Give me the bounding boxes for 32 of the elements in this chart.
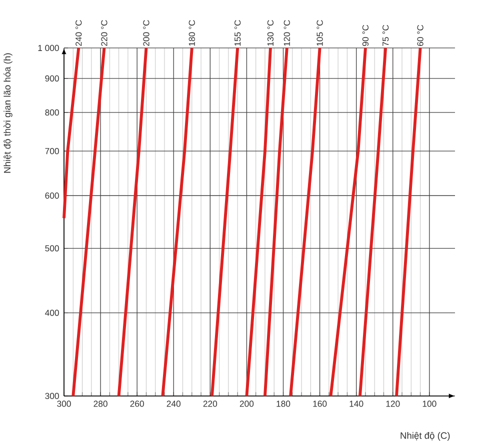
x-axis-title: Nhiệt độ (C) (400, 432, 450, 441)
y-tick-label: 900 (45, 75, 59, 82)
y-tick-label: 800 (45, 109, 59, 116)
x-tick-label: 160 (313, 400, 327, 407)
x-tick-label: 100 (422, 400, 436, 407)
text: 180 °C (188, 20, 195, 46)
x-tick-label: 220 (203, 400, 218, 407)
text: 90 °C (362, 24, 369, 46)
x-tick-label: 240 (166, 400, 181, 407)
text: 240 °C (76, 20, 82, 46)
y-tick-label: 600 (45, 192, 59, 199)
text: 155 °C (234, 20, 241, 46)
x-tick-label: 180 (276, 400, 290, 407)
y-tick-label: 700 (45, 148, 59, 154)
text: 200 °C (143, 20, 150, 46)
text: 130 °C (267, 20, 274, 46)
x-tick-label: 120 (386, 400, 400, 407)
x-tick-label: 280 (94, 400, 108, 407)
text: 220 °C (101, 20, 108, 46)
y-tick-label: 1 000 (38, 44, 59, 52)
y-tick-label: 400 (45, 310, 59, 316)
text: 120 °C (284, 20, 290, 46)
text: 75 °C (382, 24, 389, 46)
x-tick-label: 140 (350, 400, 364, 407)
y-tick-label: 500 (45, 245, 59, 252)
y-axis-title: Nhiệt độ thời gian lão hóa (h) (4, 53, 12, 173)
x-tick-label: 300 (57, 400, 71, 407)
y-tick-label: 300 (45, 392, 59, 400)
text: 105 °C (316, 20, 323, 46)
x-tick-label: 260 (130, 400, 144, 407)
x-tick-label: 200 (240, 400, 254, 407)
text: 60 °C (417, 24, 424, 46)
